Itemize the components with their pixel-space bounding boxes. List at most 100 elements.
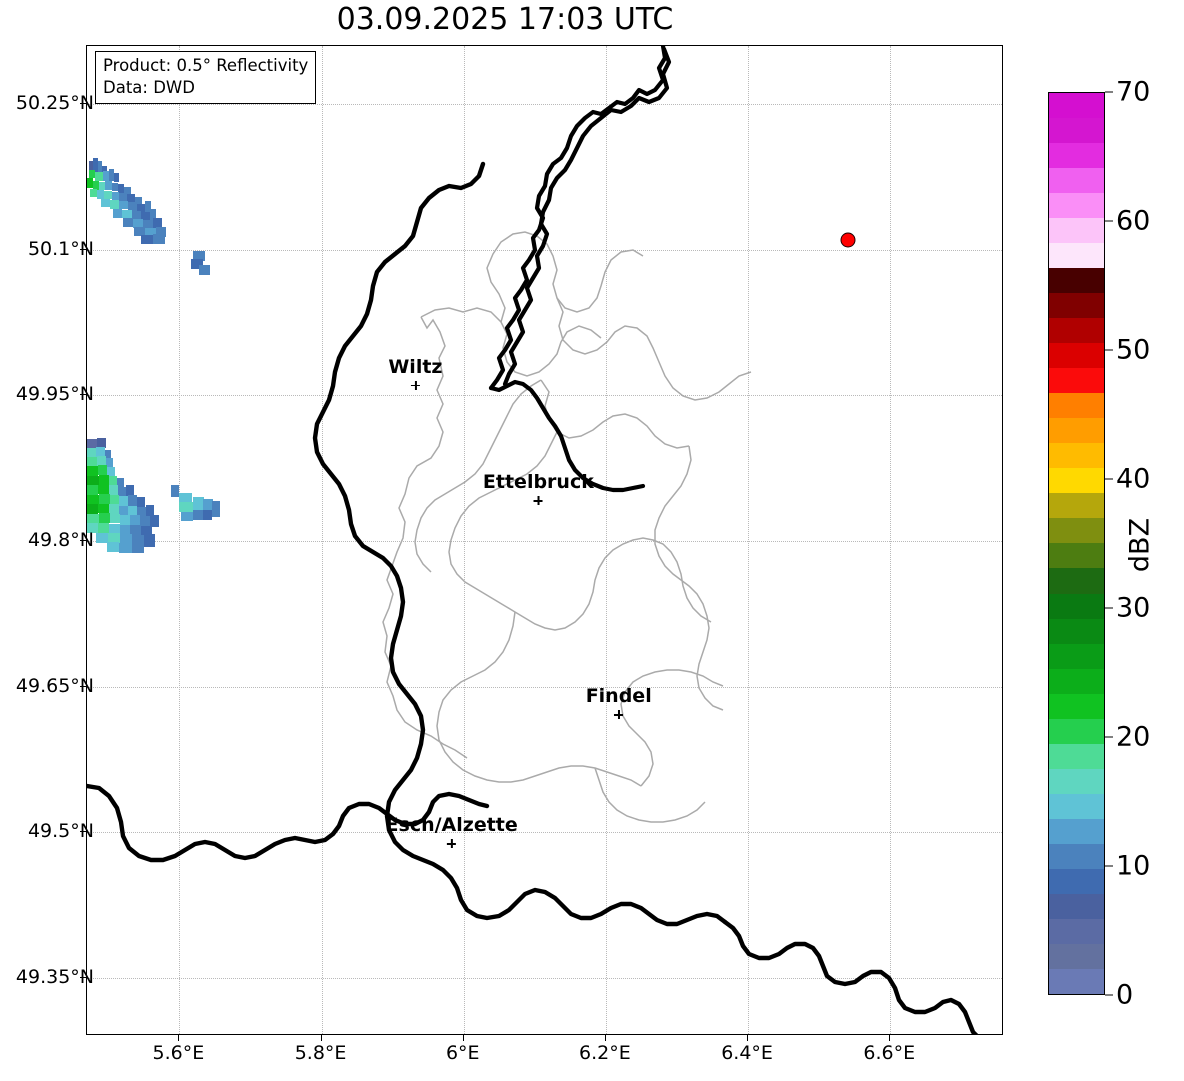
colorbar-band (1049, 368, 1104, 394)
radar-echo-cell (120, 534, 132, 544)
radar-echo-cell (118, 487, 126, 497)
radar-echo-cell (140, 516, 150, 526)
radar-echo-cell (156, 227, 166, 237)
x-tick-mark (889, 1035, 891, 1041)
cross-icon (533, 496, 543, 506)
radar-echo-cell (141, 212, 150, 221)
map-canvas: Wiltz Ettelbruck Findel Esch/Alzette (87, 46, 1002, 1034)
x-tick-label: 6.6°E (863, 1042, 916, 1064)
radar-echo-cell (90, 189, 97, 197)
colorbar-band (1049, 643, 1104, 669)
radar-station-marker[interactable] (840, 232, 856, 248)
radar-echo-cell (124, 187, 131, 197)
gridline-vertical (179, 46, 181, 1034)
radar-echo-cell (203, 510, 212, 520)
colorbar-band (1049, 768, 1104, 794)
radar-echo-cell (171, 485, 179, 497)
colorbar-band (1049, 543, 1104, 569)
radar-echo-cell (132, 543, 144, 553)
radar-echo-cell (150, 515, 159, 527)
radar-echo-cell (133, 219, 143, 228)
radar-echo-cell (137, 497, 145, 507)
radar-echo-cell (199, 265, 210, 275)
cross-icon (410, 380, 420, 390)
colorbar-band (1049, 418, 1104, 444)
radar-echo-cell (87, 439, 97, 448)
radar-echo-cell (118, 184, 124, 193)
radar-echo-cell (137, 507, 146, 517)
map-plot-area[interactable]: Wiltz Ettelbruck Findel Esch/Alzette (86, 45, 1003, 1035)
radar-echo-cell (97, 456, 106, 466)
radar-echo-cell (112, 192, 119, 201)
radar-echo-cell (193, 251, 205, 261)
colorbar-band (1049, 968, 1104, 994)
radar-echo-cell (153, 234, 165, 244)
x-tick-mark (604, 1035, 606, 1041)
radar-echo-cell (87, 457, 97, 466)
colorbar-tick-label: 20 (1116, 721, 1151, 753)
radar-echo-cell (98, 504, 109, 513)
city-label: Findel (585, 684, 652, 707)
radar-echo-cell (203, 499, 213, 510)
colorbar-tick-label: 40 (1116, 463, 1151, 495)
radar-echo-cell (87, 495, 99, 504)
page-title: 03.09.2025 17:03 UTC (336, 2, 674, 37)
gridline-vertical (748, 46, 750, 1034)
radar-echo-cell (146, 505, 154, 519)
radar-echo-cell (114, 173, 119, 182)
y-tick-mark (80, 103, 86, 105)
x-tick-label: 6.2°E (579, 1042, 631, 1064)
y-tick-mark (80, 394, 86, 396)
colorbar-band (1049, 568, 1104, 594)
radar-echo-cell (106, 458, 113, 467)
colorbar-band (1049, 393, 1104, 419)
colorbar-band (1049, 243, 1104, 269)
radar-echo-cell (105, 450, 111, 459)
colorbar-band (1049, 318, 1104, 344)
cross-icon (447, 839, 457, 848)
colorbar-band (1049, 92, 1104, 118)
radar-echo-cell (143, 220, 153, 229)
gridline-vertical (321, 46, 323, 1034)
radar-echo-cell (109, 169, 114, 181)
internal-cantons (382, 231, 752, 823)
colorbar-band (1049, 818, 1104, 844)
gridline-horizontal (87, 395, 1002, 397)
radar-echo-cell (141, 526, 152, 536)
gridline-vertical (605, 46, 607, 1034)
radar-echo-cell (181, 512, 193, 521)
gridline-vertical (890, 46, 892, 1034)
radar-echo-cell (96, 533, 108, 543)
colorbar-band (1049, 893, 1104, 919)
colorbar-tick-mark (1105, 994, 1113, 996)
colorbar-band (1049, 743, 1104, 769)
colorbar-tick-mark (1105, 478, 1113, 480)
city-marker-wiltz: Wiltz (388, 357, 442, 390)
gridline-horizontal (87, 832, 1002, 834)
radar-echo-cell (112, 183, 118, 191)
colorbar-tick-label: 0 (1116, 979, 1134, 1011)
radar-echo-cell (87, 523, 98, 533)
colorbar-tick-mark (1105, 220, 1113, 222)
geo-boundaries-layer (382, 46, 752, 823)
radar-echo-cell (119, 201, 128, 209)
city-marker-ettelbruck: Ettelbruck (483, 473, 594, 506)
x-tick-label: 5.6°E (152, 1042, 205, 1064)
radar-echo-cell (122, 210, 132, 218)
x-tick-label: 6.4°E (721, 1042, 773, 1064)
radar-echo-cell (101, 199, 110, 207)
y-tick-mark (80, 685, 86, 687)
y-tick-label: 49.5°N (27, 820, 94, 843)
radar-echo-cell (99, 494, 110, 504)
radar-echo-cell (132, 211, 141, 220)
radar-echo-cell (93, 158, 98, 172)
product-info-box: Product: 0.5° Reflectivity Data: DWD (95, 51, 317, 104)
gridline-horizontal (87, 541, 1002, 542)
colorbar: 0 10 20 30 40 50 60 70 (1048, 77, 1150, 1011)
x-tick-mark (747, 1035, 749, 1041)
colorbar-band (1049, 843, 1104, 869)
eastern-border (502, 46, 672, 387)
radar-echo-cell (130, 515, 140, 525)
colorbar-tick-label: 60 (1116, 205, 1151, 237)
colorbar-band (1049, 918, 1104, 944)
